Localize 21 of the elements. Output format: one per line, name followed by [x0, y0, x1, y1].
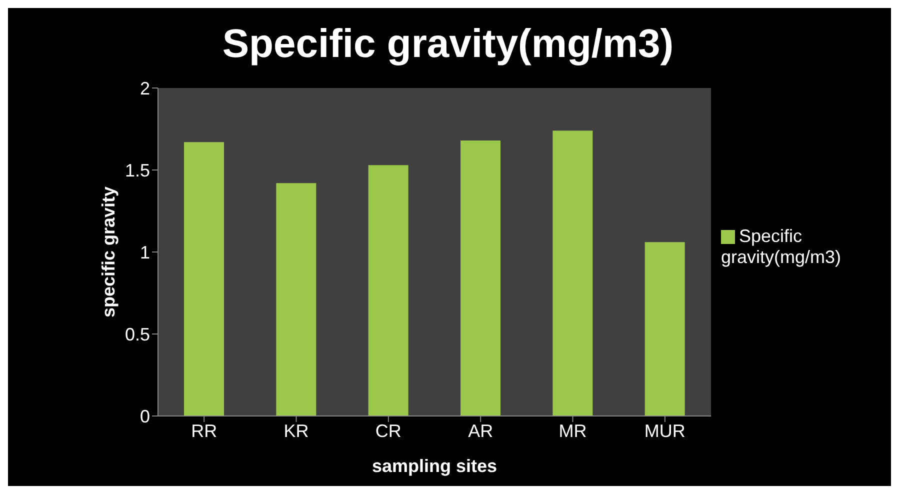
x-tick-label: RR: [191, 420, 218, 441]
bar: [552, 130, 593, 416]
x-tick-label: AR: [468, 420, 494, 441]
y-tick-label: 1.5: [124, 160, 150, 180]
bar: [460, 140, 500, 416]
y-tick-label: 1: [140, 242, 150, 262]
bar: [644, 242, 685, 416]
bar: [368, 165, 408, 416]
x-axis-title: sampling sites: [372, 456, 498, 476]
y-tick-label: 2: [140, 78, 150, 98]
y-axis-title: specific gravity: [98, 186, 118, 318]
x-tick-label: MR: [558, 420, 587, 441]
bar: [184, 142, 224, 416]
y-tick-label: 0: [140, 406, 150, 426]
bar: [276, 183, 316, 416]
x-tick-label: MUR: [644, 420, 686, 441]
legend-label: Specific gravity(mg/m3): [721, 226, 842, 267]
x-tick-label: CR: [375, 420, 402, 441]
y-tick-label: 0.5: [124, 324, 150, 344]
chart-title: Specific gravity(mg/m3): [221, 22, 675, 67]
x-tick-label: KR: [284, 420, 309, 441]
